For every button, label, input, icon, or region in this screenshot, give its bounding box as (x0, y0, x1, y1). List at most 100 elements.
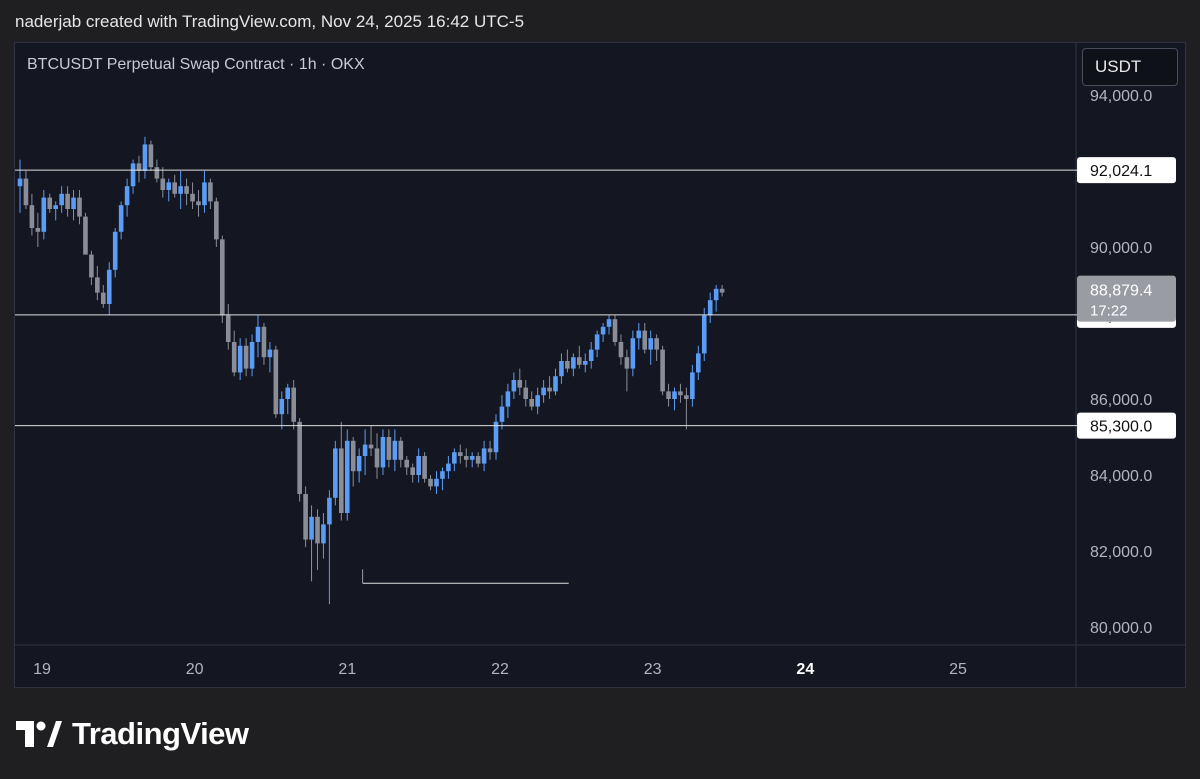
candle-body (237, 345, 243, 373)
candle-body (636, 330, 642, 339)
candle-body (196, 201, 201, 206)
candle-body (535, 395, 540, 407)
candle-body (124, 186, 130, 206)
candle-body (648, 338, 653, 350)
candle-body (291, 387, 296, 422)
candle-body (71, 197, 76, 209)
candle-body (285, 387, 291, 399)
candle-body (362, 444, 368, 456)
candle-body (630, 338, 636, 369)
x-tick-label: 19 (33, 661, 51, 678)
candle-body (600, 326, 606, 335)
candle-body (428, 478, 433, 487)
candle-body (606, 319, 612, 327)
candle-body (493, 421, 499, 453)
candle-body (333, 448, 338, 498)
candle-body (356, 456, 362, 472)
candle-body (17, 178, 23, 187)
candle-body (588, 349, 594, 361)
currency-button[interactable]: USDT (1082, 48, 1178, 86)
candle-body (499, 406, 505, 422)
candle-body (273, 349, 279, 415)
candle-body (267, 349, 273, 358)
candle-body (220, 239, 225, 316)
x-tick-label: 24 (796, 661, 814, 678)
candle-body (249, 342, 255, 369)
candle-body (214, 201, 219, 240)
candle-body (398, 440, 404, 460)
candle-body (469, 456, 475, 460)
x-tick-label: 25 (949, 661, 967, 678)
chart-title: BTCUSDT Perpetual Swap Contract · 1h · O… (27, 56, 365, 73)
tradingview-logo-icon (16, 721, 62, 747)
candle-body (416, 456, 421, 475)
candle-body (53, 205, 58, 209)
candle-body (672, 391, 677, 399)
candle-body (243, 345, 249, 369)
candle-body (261, 326, 267, 358)
candle-body (106, 269, 112, 304)
candle-body (547, 387, 552, 392)
candle-body (83, 216, 88, 255)
candle-body (172, 182, 177, 194)
candle-body (684, 395, 689, 399)
candle-body (701, 315, 707, 354)
candle-body (452, 452, 457, 464)
candle-body (327, 497, 332, 525)
candle-body (612, 319, 618, 342)
candle-body (505, 391, 511, 407)
candle-body (77, 197, 82, 217)
chart-panel[interactable] (14, 42, 1186, 688)
candle-countdown-label: 17:22 (1090, 303, 1128, 320)
y-tick-label: 94,000.0 (1090, 88, 1152, 105)
candle-body (541, 387, 546, 396)
candle-body (95, 277, 100, 293)
candle-body (136, 163, 142, 171)
candle-body (47, 197, 53, 209)
candle-body (350, 440, 356, 472)
candle-body (660, 349, 665, 392)
candle-body (463, 456, 469, 460)
candle-body (440, 471, 445, 479)
candle-body (517, 380, 523, 388)
candle-body (678, 391, 683, 396)
candle-body (118, 205, 124, 232)
candle-body (154, 167, 160, 179)
candle-body (160, 178, 166, 190)
candle-body (315, 516, 320, 544)
candle-body (719, 288, 725, 293)
candle-body (392, 440, 398, 460)
y-tick-label: 82,000.0 (1090, 544, 1152, 561)
candle-body (142, 144, 148, 171)
level-price-label: 92,024.1 (1090, 163, 1152, 180)
candle-body (344, 440, 350, 513)
candle-body (523, 387, 529, 399)
candle-body (690, 372, 695, 399)
candle-body (231, 342, 237, 373)
candle-body (529, 399, 534, 407)
candle-body (208, 182, 213, 202)
candle-body (713, 288, 719, 301)
last-price-label-bg (1077, 275, 1176, 322)
candle-body (404, 459, 410, 468)
candle-body (112, 231, 118, 270)
candle-body (434, 478, 439, 487)
candle-body (410, 467, 415, 475)
tradingview-logo[interactable]: TradingView (16, 716, 249, 752)
candle-body (475, 456, 481, 464)
candle-body (565, 361, 570, 369)
candle-body (446, 463, 451, 472)
candle-body (303, 494, 308, 540)
candle-body (571, 357, 576, 369)
candle-body (89, 254, 94, 278)
attribution-header: naderjab created with TradingView.com, N… (15, 12, 525, 31)
y-tick-label: 86,000.0 (1090, 392, 1152, 409)
candle-body (577, 357, 582, 365)
x-tick-label: 20 (186, 661, 204, 678)
candle-body (582, 361, 588, 365)
candle-body (707, 300, 713, 316)
candle-body (29, 205, 35, 228)
candle-body (422, 456, 427, 479)
candle-body (279, 399, 285, 415)
